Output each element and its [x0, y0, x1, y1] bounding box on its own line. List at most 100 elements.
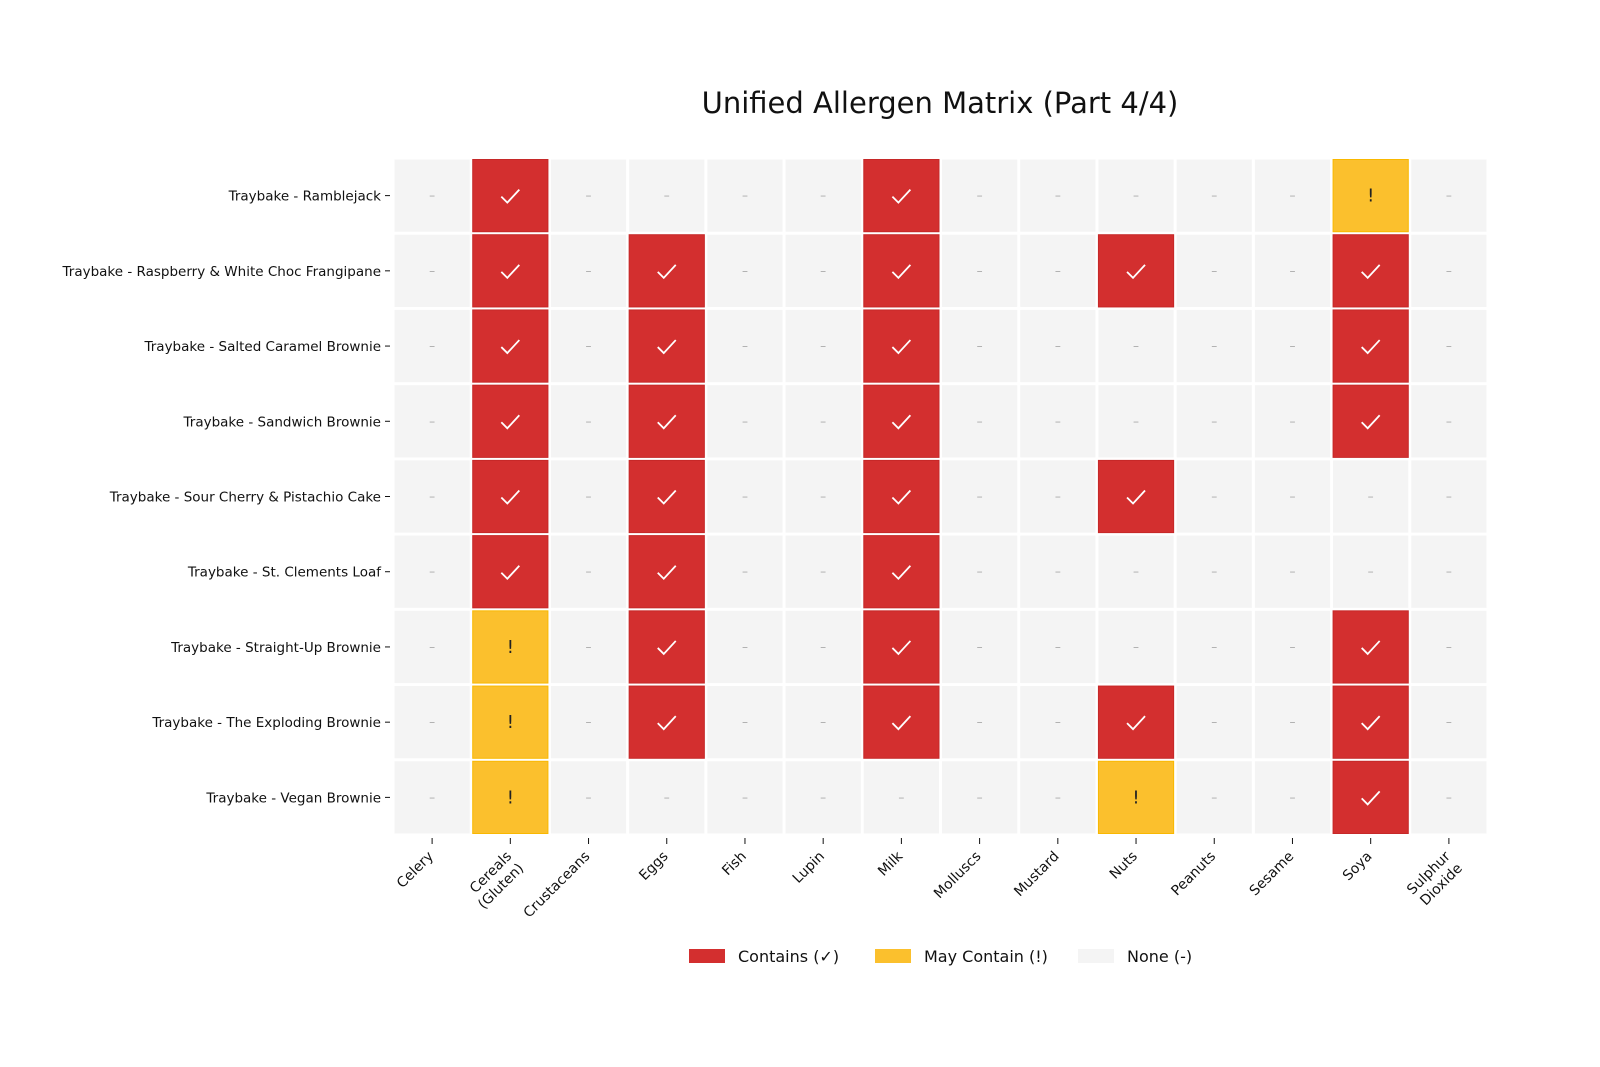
none-mark: – [1211, 189, 1217, 203]
none-mark: – [1289, 264, 1295, 278]
may-contain-mark: ! [507, 712, 514, 733]
none-mark: – [977, 640, 983, 654]
heatmap-cell [1176, 159, 1252, 232]
none-mark: – [586, 414, 592, 428]
heatmap-cell [707, 686, 783, 759]
none-mark: – [1211, 264, 1217, 278]
heatmap-cell [1411, 309, 1487, 383]
legend-swatch [689, 949, 725, 963]
heatmap-cell [1020, 535, 1096, 608]
column-label: Fish [719, 849, 749, 879]
none-mark: – [1055, 790, 1061, 804]
none-mark: – [1289, 715, 1295, 729]
column-label: Peanuts [1168, 849, 1219, 900]
none-mark: – [1289, 189, 1295, 203]
heatmap-cell [394, 761, 470, 834]
heatmap-cell [863, 610, 940, 684]
none-mark: – [820, 790, 826, 804]
none-mark: – [820, 640, 826, 654]
heatmap-cell [550, 385, 627, 458]
none-mark: – [1133, 640, 1139, 654]
none-mark: – [1133, 189, 1139, 203]
none-mark: – [1211, 565, 1217, 579]
none-mark: – [586, 490, 592, 504]
legend-swatch [1078, 949, 1114, 963]
none-mark: – [820, 264, 826, 278]
heatmap-cell [1176, 761, 1252, 834]
heatmap-cell [1332, 234, 1409, 308]
heatmap-cell [707, 535, 783, 608]
heatmap-cell [707, 234, 783, 307]
heatmap-cell [1254, 460, 1331, 533]
none-mark: – [429, 640, 435, 654]
heatmap-cell [942, 159, 1018, 232]
none-mark: – [429, 414, 435, 428]
heatmap-cell [1332, 610, 1409, 684]
none-mark: – [1055, 565, 1061, 579]
check-mark [500, 189, 520, 204]
heatmap-cell [1020, 460, 1096, 533]
check-mark [500, 264, 520, 280]
row-label: Traybake - Vegan Brownie [205, 790, 381, 806]
heatmap-cell [1332, 760, 1409, 834]
heatmap-cell [1020, 234, 1096, 307]
heatmap-cell [1176, 234, 1252, 307]
heatmap-cell [394, 159, 470, 232]
heatmap-cell [1020, 610, 1096, 684]
none-mark: – [820, 339, 826, 353]
none-mark: – [742, 414, 748, 428]
row-label: Traybake - Raspberry & White Choc Frangi… [62, 264, 382, 280]
heatmap-cell [1097, 760, 1175, 834]
none-mark: – [1055, 490, 1061, 504]
may-contain-mark: ! [1132, 787, 1139, 808]
heatmap-cell [1176, 309, 1252, 383]
heatmap-cell [394, 385, 470, 458]
none-mark: – [1289, 414, 1295, 428]
heatmap-cell [785, 535, 861, 608]
column-label: Celery [394, 849, 437, 892]
heatmap-cell [1254, 761, 1331, 834]
check-mark [1361, 640, 1381, 656]
column-label: Molluscs [931, 849, 984, 902]
none-mark: – [742, 715, 748, 729]
heatmap-cell [1020, 385, 1096, 458]
heatmap-cell [1098, 535, 1174, 608]
may-contain-mark: ! [507, 637, 514, 658]
column-label: Milk [875, 848, 907, 880]
heatmap-cell [707, 385, 783, 458]
check-mark [1361, 715, 1381, 731]
heatmap-cell [1254, 385, 1331, 458]
none-mark: – [429, 790, 435, 804]
heatmap-cell [1020, 309, 1096, 383]
heatmap-cell [1254, 686, 1331, 759]
heatmap-cell [472, 384, 549, 458]
none-mark: – [586, 640, 592, 654]
row-label: Traybake - St. Clements Loaf [187, 565, 382, 581]
legend-label: None (-) [1127, 947, 1192, 966]
heatmap-cell [1098, 159, 1174, 232]
none-mark: – [977, 339, 983, 353]
none-mark: – [742, 640, 748, 654]
heatmap-cell [394, 535, 470, 608]
heatmap-cell [628, 309, 705, 383]
heatmap-cell [1254, 159, 1331, 232]
row-label: Traybake - Sour Cherry & Pistachio Cake [109, 490, 381, 506]
check-mark [657, 489, 677, 505]
check-mark [657, 640, 677, 656]
heatmap-cell [1098, 385, 1174, 458]
heatmap-cell [1254, 309, 1331, 383]
heatmap-cell [550, 234, 627, 307]
heatmap-cell [942, 761, 1018, 834]
none-mark: – [1368, 565, 1374, 579]
check-mark [1126, 715, 1146, 731]
heatmap-cell [1097, 685, 1175, 759]
heatmap-cell [1333, 535, 1409, 608]
heatmap-cell [707, 159, 783, 232]
heatmap-cell [1332, 384, 1409, 458]
none-mark: – [820, 715, 826, 729]
heatmap-cell [1176, 686, 1252, 759]
heatmap-cell [942, 385, 1018, 458]
heatmap-cell [472, 535, 549, 609]
column-label: SulphurDioxide [1404, 848, 1466, 910]
